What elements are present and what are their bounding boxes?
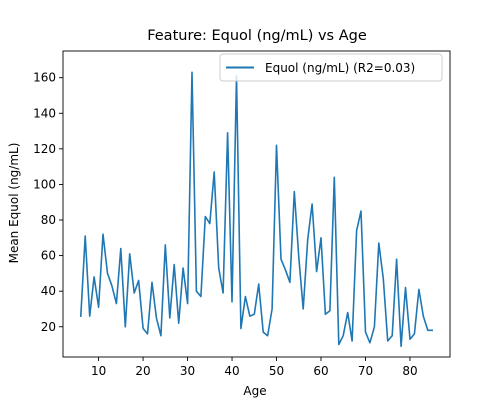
legend-label: Equol (ng/mL) (R2=0.03) — [265, 61, 415, 75]
y-tick-label: 40 — [41, 284, 56, 298]
y-tick-label: 60 — [41, 249, 56, 263]
legend-frame — [219, 53, 443, 82]
x-tick-label: 40 — [224, 364, 239, 378]
x-tick-label: 50 — [269, 364, 284, 378]
y-tick-label: 80 — [41, 213, 56, 227]
legend: Equol (ng/mL) (R2=0.03) — [219, 53, 443, 82]
y-axis-label: Mean Equol (ng/mL) — [7, 143, 21, 264]
x-tick-label: 80 — [402, 364, 417, 378]
y-tick-label: 100 — [33, 177, 56, 191]
x-tick-label: 10 — [91, 364, 106, 378]
y-tick-label: 20 — [41, 320, 56, 334]
y-tick-label: 120 — [33, 142, 56, 156]
x-tick-label: 70 — [358, 364, 373, 378]
x-axis-label: Age — [243, 384, 266, 398]
plot-frame — [62, 50, 451, 358]
x-tick-label: 20 — [135, 364, 150, 378]
x-tick-label: 30 — [180, 364, 195, 378]
y-tick-label: 160 — [33, 71, 56, 85]
x-tick-label: 60 — [313, 364, 328, 378]
y-tick-label: 140 — [33, 106, 56, 120]
series-line-0 — [79, 71, 434, 348]
chart-title: Feature: Equol (ng/mL) vs Age — [147, 28, 367, 44]
